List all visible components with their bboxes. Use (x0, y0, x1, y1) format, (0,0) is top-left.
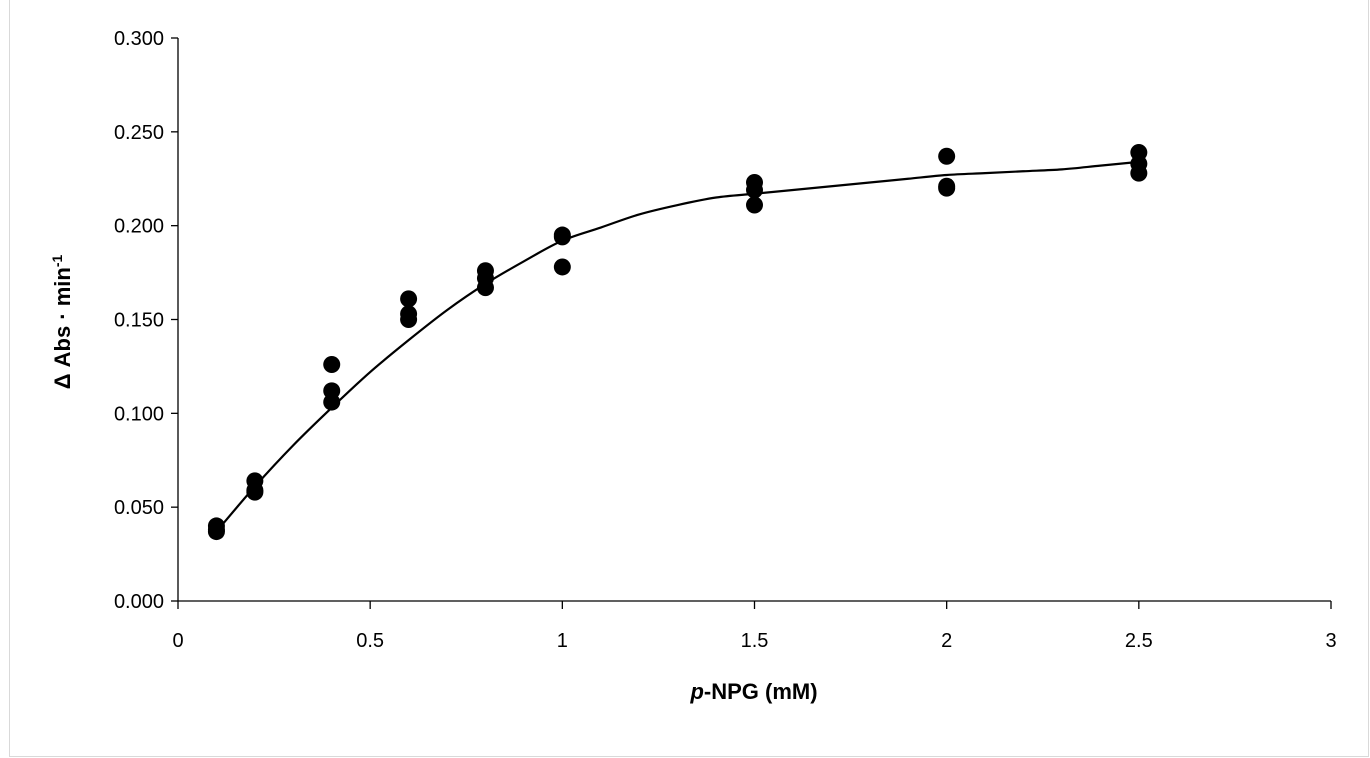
data-point (246, 483, 264, 501)
data-point (207, 523, 225, 541)
y-tick-label: 0.100 (114, 403, 164, 425)
x-ticks: 0 0.5 1 1.5 2 2.5 3 (172, 601, 1337, 652)
data-point (323, 393, 341, 411)
x-tick-label: 3 (1325, 630, 1336, 652)
y-tick-label: 0.050 (114, 497, 164, 519)
data-point (400, 290, 418, 308)
data-point (400, 311, 418, 328)
data-point (746, 181, 763, 199)
x-tick-label: 1.5 (741, 630, 769, 652)
y-tick-label: 0.150 (114, 310, 164, 332)
data-point (553, 228, 571, 246)
y-tick-label: 0.300 (114, 28, 164, 50)
x-tick-label: 0 (172, 630, 183, 652)
x-tick-label: 2 (941, 630, 952, 652)
data-point (476, 279, 494, 297)
data-point (323, 356, 341, 374)
y-axis-title: Δ Abs · min-1 (49, 254, 75, 389)
x-axis-title: p-NPG (mM) (689, 679, 817, 704)
x-tick-label: 1 (557, 630, 568, 652)
chart-frame (9, 0, 1369, 757)
y-axis-title-main: Δ Abs · min (50, 267, 75, 389)
x-axis-title-prefix: p (689, 679, 703, 704)
y-axis-title-superscript: -1 (49, 254, 65, 267)
data-point (553, 258, 571, 276)
y-tick-label: 0.250 (114, 122, 164, 144)
y-ticks: 0.000 0.050 0.100 0.150 0.200 0.250 0.300 (114, 28, 178, 613)
x-axis-title-rest: -NPG (mM) (704, 679, 818, 704)
axes (177, 38, 1331, 602)
data-point (938, 179, 956, 197)
x-tick-label: 2.5 (1125, 630, 1153, 652)
y-tick-label: 0.000 (114, 591, 164, 613)
data-point (746, 196, 763, 214)
y-tick-label: 0.200 (114, 216, 164, 238)
data-points (207, 143, 1148, 541)
data-point (1130, 164, 1148, 182)
data-point (938, 147, 956, 165)
fit-curve (215, 160, 1139, 533)
x-tick-label: 0.5 (356, 630, 384, 652)
